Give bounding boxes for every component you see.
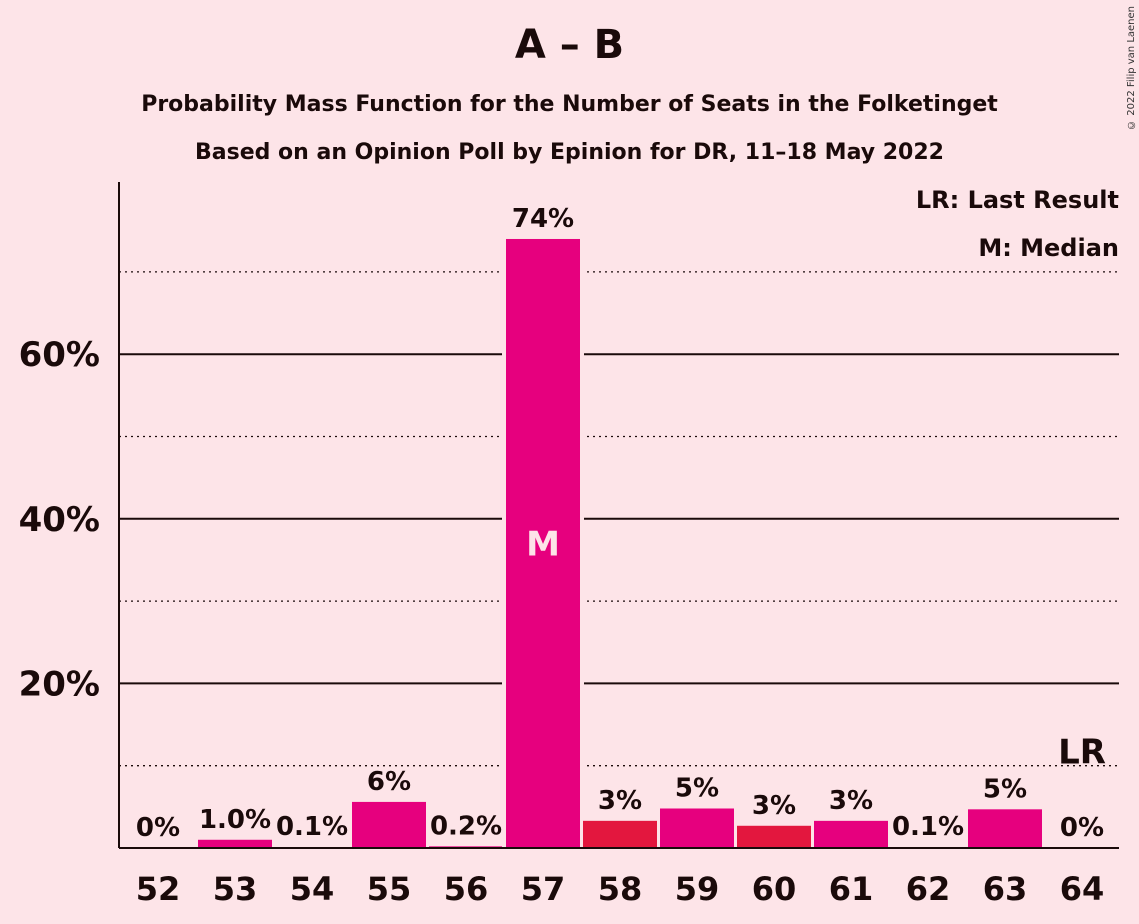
median-marker: M xyxy=(526,524,560,564)
x-tick-label: 54 xyxy=(290,870,335,908)
data-label: 0.1% xyxy=(892,812,964,842)
last-result-marker: LR xyxy=(1058,733,1106,773)
y-tick-label: 20% xyxy=(19,664,100,704)
bar xyxy=(660,808,734,848)
x-tick-label: 53 xyxy=(213,870,258,908)
x-tick-label: 55 xyxy=(367,870,412,908)
data-label: 0% xyxy=(136,813,180,843)
data-label: 1.0% xyxy=(199,805,271,835)
data-label: 5% xyxy=(983,774,1027,804)
x-tick-label: 52 xyxy=(136,870,181,908)
bar xyxy=(198,839,272,848)
y-tick-label: 60% xyxy=(19,335,100,375)
data-label: 5% xyxy=(675,773,719,803)
y-tick-label: 40% xyxy=(19,500,100,540)
data-label: 0% xyxy=(1060,813,1104,843)
data-label: 0.2% xyxy=(430,811,502,841)
x-tick-label: 60 xyxy=(752,870,797,908)
bar xyxy=(737,825,811,848)
data-label: 74% xyxy=(512,204,574,234)
x-tick-label: 63 xyxy=(983,870,1028,908)
chart-title: A – B xyxy=(514,22,625,68)
data-label: 0.1% xyxy=(276,812,348,842)
data-label: 3% xyxy=(752,791,796,821)
x-tick-label: 58 xyxy=(598,870,643,908)
bar xyxy=(583,820,657,848)
data-label: 3% xyxy=(598,786,642,816)
chart-subtitle-1: Probability Mass Function for the Number… xyxy=(141,92,998,117)
x-tick-label: 57 xyxy=(521,870,566,908)
chart-subtitle-2: Based on an Opinion Poll by Epinion for … xyxy=(195,140,944,165)
x-tick-label: 56 xyxy=(444,870,489,908)
data-label: 3% xyxy=(829,786,873,816)
x-tick-label: 61 xyxy=(829,870,874,908)
bar xyxy=(814,820,888,848)
bar xyxy=(506,238,580,849)
legend-last-result: LR: Last Result xyxy=(915,186,1119,214)
data-label: 6% xyxy=(367,767,411,797)
bar xyxy=(352,801,426,848)
x-tick-label: 59 xyxy=(675,870,720,908)
bar xyxy=(968,809,1042,848)
x-tick-label: 62 xyxy=(906,870,951,908)
x-tick-label: 64 xyxy=(1060,870,1105,908)
legend-median: M: Median xyxy=(978,234,1119,262)
